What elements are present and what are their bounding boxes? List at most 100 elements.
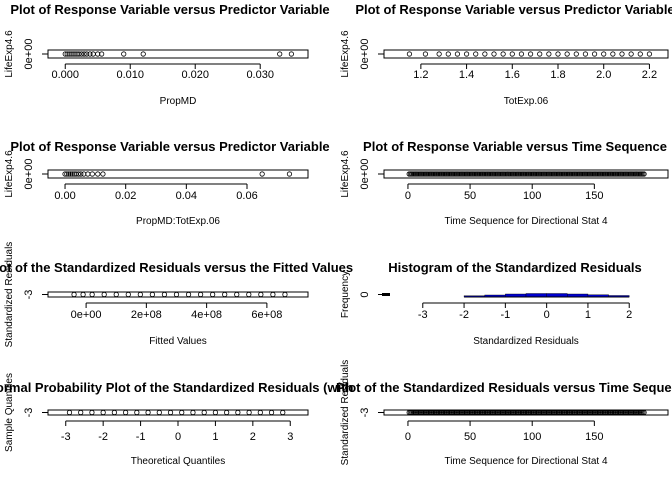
panel-2-point bbox=[582, 51, 589, 57]
panel-1-x-tick-label: 0.000 bbox=[51, 69, 79, 81]
panel-4-x-tick-label: 150 bbox=[585, 190, 603, 202]
panel-8-y-label: Standardized Residuals bbox=[340, 360, 351, 466]
panel-1-x-tick-label: 0.020 bbox=[181, 69, 209, 81]
panel-2-x-tick-label: 2.0 bbox=[596, 69, 611, 81]
panel-2-x-label: TotExp.06 bbox=[504, 96, 549, 107]
panel-2-point bbox=[518, 51, 525, 57]
panel-2-point bbox=[463, 51, 470, 57]
panel-6-y-label: Frequency bbox=[340, 271, 351, 318]
panel-5-y-tick-label: -3 bbox=[23, 290, 35, 300]
panel-2-point bbox=[454, 51, 461, 57]
panel-1-frame bbox=[47, 49, 309, 59]
panel-1-point bbox=[64, 51, 70, 57]
panel-8-x-label: Time Sequence for Directional Stat 4 bbox=[444, 456, 607, 467]
panel-7-point bbox=[201, 409, 207, 416]
panel-1-point bbox=[277, 51, 283, 57]
panel-1-y-label: LifeExp4.6 bbox=[4, 30, 15, 78]
panel-3-point bbox=[64, 171, 70, 177]
panel-6-bar bbox=[525, 293, 547, 298]
panel-5-point bbox=[222, 291, 228, 298]
panel-7-point bbox=[257, 409, 263, 416]
panel-1-point bbox=[121, 51, 127, 57]
panel-7-point bbox=[235, 409, 241, 416]
panel-2-x-tick-label: 2.2 bbox=[642, 69, 657, 81]
panel-2-point bbox=[500, 51, 506, 57]
panel-7-point bbox=[246, 409, 252, 416]
panel-7-point bbox=[89, 409, 95, 416]
panel-8-x-tick-label: 100 bbox=[523, 431, 541, 443]
panel-5-point bbox=[113, 291, 119, 298]
panel-5-point bbox=[101, 291, 107, 298]
panel-5-point bbox=[161, 291, 168, 298]
panel-6-y-tick-label: 0 bbox=[359, 291, 371, 297]
panel-2-point bbox=[473, 51, 479, 57]
panel-7-x-tick-label: 2 bbox=[250, 431, 256, 443]
panel-7-x-tick-label: -1 bbox=[136, 431, 146, 443]
panel-8-title: Plot of the Standardized Residuals versu… bbox=[336, 380, 672, 395]
panel-3-point bbox=[286, 171, 293, 177]
panel-2-point bbox=[619, 51, 625, 57]
panel-1-point bbox=[70, 51, 76, 57]
panel-3-y-tick-label: 0e+00 bbox=[23, 159, 35, 190]
panel-2-point bbox=[573, 51, 579, 57]
panel-5-point bbox=[246, 291, 252, 298]
panel-5-point bbox=[80, 291, 86, 298]
panel-5-point bbox=[89, 291, 95, 298]
panel-7-point bbox=[167, 409, 174, 416]
panel-2-point bbox=[527, 51, 534, 57]
panel-7-point bbox=[100, 409, 106, 416]
panel-1-x-tick-label: 0.030 bbox=[246, 69, 274, 81]
panel-8-y-tick-label: -3 bbox=[359, 408, 371, 418]
panel-5-y-label: Standardized Residuals bbox=[4, 242, 15, 348]
panel-2-point bbox=[546, 51, 552, 57]
panel-4-title: Plot of Response Variable versus Time Se… bbox=[363, 139, 667, 154]
panel-5-frame bbox=[47, 291, 309, 298]
panel-7-x-tick-label: -2 bbox=[98, 431, 108, 443]
panel-2-x-tick-label: 1.2 bbox=[413, 69, 428, 81]
panel-5-point bbox=[197, 291, 204, 298]
panel-2-title: Plot of Response Variable versus Predict… bbox=[355, 2, 672, 17]
panel-8-x-tick-label: 150 bbox=[585, 431, 603, 443]
panel-2-x-tick-label: 1.8 bbox=[550, 69, 565, 81]
panel-1-point bbox=[81, 51, 87, 57]
panel-5-x-tick-label: 0e+00 bbox=[71, 309, 102, 321]
panel-6-x-tick-label: -3 bbox=[418, 309, 428, 321]
panel-5-title: Plot of the Standardized Residuals versu… bbox=[0, 260, 353, 275]
panel-2-point bbox=[601, 51, 607, 57]
panel-7-x-tick-label: 3 bbox=[287, 431, 293, 443]
panel-3-title: Plot of Response Variable versus Predict… bbox=[10, 139, 329, 154]
panel-4-x-tick-label: 50 bbox=[464, 190, 476, 202]
panel-4-point bbox=[641, 171, 647, 177]
panel-5-point bbox=[258, 291, 264, 298]
panel-5-point bbox=[234, 291, 240, 298]
panel-3-y-label: LifeExp4.6 bbox=[4, 150, 15, 198]
panel-5-point bbox=[71, 291, 77, 298]
panel-3-frame bbox=[47, 169, 309, 179]
panel-4-x-label: Time Sequence for Directional Stat 4 bbox=[444, 216, 607, 227]
panel-5-point bbox=[137, 291, 143, 298]
panel-6-zero-marker bbox=[382, 293, 390, 296]
panel-1-point bbox=[68, 51, 74, 57]
panel-4-y-tick-label: 0e+00 bbox=[359, 159, 371, 190]
panel-7-point bbox=[179, 409, 185, 416]
panel-1-point bbox=[90, 51, 96, 57]
panel-3-x-tick-label: 0.06 bbox=[236, 190, 257, 202]
panel-2-y-label: LifeExp4.6 bbox=[340, 30, 351, 78]
panel-1-point bbox=[78, 51, 85, 57]
panel-1-point bbox=[66, 51, 72, 57]
panel-3-point bbox=[69, 171, 75, 177]
panel-2-point bbox=[537, 51, 543, 57]
panel-7-x-label: Theoretical Quantiles bbox=[131, 456, 226, 467]
panel-7-x-tick-label: 0 bbox=[175, 431, 181, 443]
panel-1-x-tick-label: 0.010 bbox=[116, 69, 144, 81]
panel-2-point bbox=[491, 51, 497, 57]
panel-2-point bbox=[646, 51, 653, 57]
panel-7-point bbox=[268, 409, 275, 416]
panel-8-x-tick-label: 0 bbox=[405, 431, 411, 443]
panel-3-point bbox=[100, 171, 106, 177]
panel-2-point bbox=[637, 51, 643, 57]
panel-2-y-tick-label: 0e+00 bbox=[359, 39, 371, 70]
panel-4-y-label: LifeExp4.6 bbox=[340, 150, 351, 198]
panel-2-point bbox=[564, 51, 570, 57]
panel-4-x-tick-label: 0 bbox=[405, 190, 411, 202]
